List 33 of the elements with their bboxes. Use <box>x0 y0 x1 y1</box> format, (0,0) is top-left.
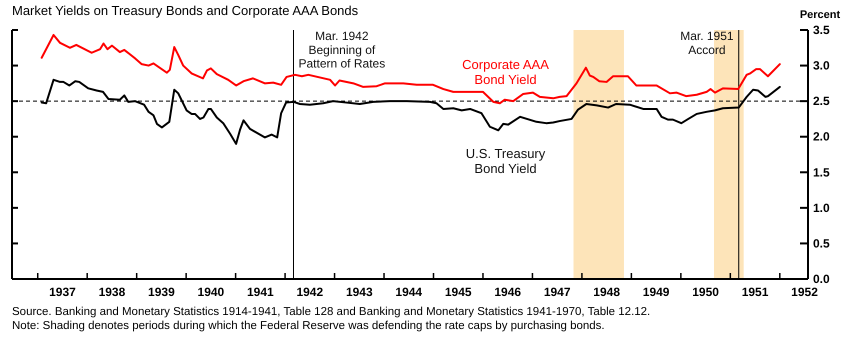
text: Note: Shading denotes periods during which the Federal Reserve was defending the rate caps by purchasing bonds. <box>12 320 605 332</box>
ref-line-label: Mar. 1942 Beginning of Pattern of Rates <box>298 29 386 71</box>
chart-title: Market Yields on Treasury Bonds and Corporate AAA Bonds <box>12 3 359 18</box>
x-tick-label: 1951 <box>742 285 769 299</box>
x-tick-label: 1944 <box>395 285 422 299</box>
x-tick-label: 1937 <box>49 285 76 299</box>
series-label: Corporate AAA Bond Yield <box>462 57 550 88</box>
x-tick-label: 1938 <box>98 285 126 299</box>
y-tick-label: 1.5 <box>813 165 830 180</box>
y-tick-label: 1.0 <box>813 200 830 215</box>
x-tick-label: 1946 <box>494 285 522 299</box>
x-tick-label: 1939 <box>148 285 176 299</box>
x-tick-label: 1949 <box>642 285 670 299</box>
x-tick-label: 1945 <box>444 285 472 299</box>
y-axis-title: Percent <box>800 9 841 21</box>
x-tick-label: 1952 <box>791 285 818 299</box>
x-tick-label: 1947 <box>544 285 571 299</box>
y-tick-label: 2.5 <box>813 94 830 108</box>
x-tick-label: 1941 <box>246 285 274 299</box>
ref-line-label: Mar. 1951 Accord <box>680 29 734 57</box>
x-tick-label: 1942 <box>296 285 324 299</box>
y-tick-label: 3.5 <box>813 23 830 37</box>
y-tick-label: 0.0 <box>813 272 830 286</box>
source-note: Source. Banking and Monetary Statistics 1914-1941, Table 128 and Banking and Monetary Statistics 1941-1970, Table 12.12. <box>12 306 650 318</box>
x-tick-label: 1950 <box>692 285 720 299</box>
x-tick-label: 1943 <box>346 285 373 299</box>
line-series <box>40 34 781 104</box>
x-tick-label: 1948 <box>593 285 620 299</box>
series-label: U.S. Treasury Bond Yield <box>466 146 546 176</box>
x-tick-label: 1940 <box>198 285 225 299</box>
y-tick-label: 3.0 <box>813 58 830 73</box>
y-tick-label: 2.0 <box>813 130 830 144</box>
y-tick-label: 0.5 <box>813 236 830 250</box>
